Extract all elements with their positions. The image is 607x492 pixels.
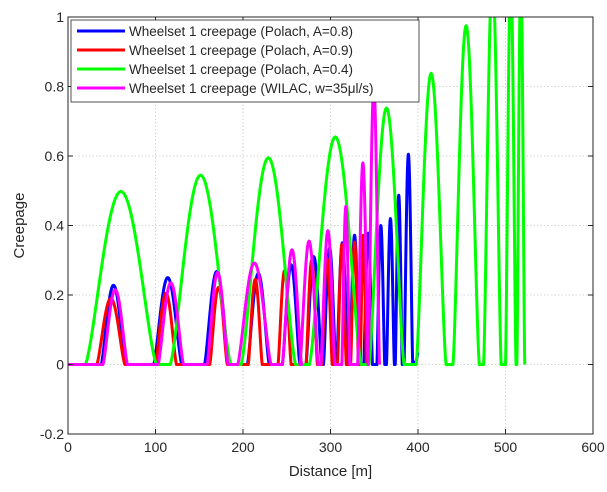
x-tick-label: 600 bbox=[581, 439, 605, 455]
y-tick-label: 0.4 bbox=[45, 218, 65, 234]
y-tick-label: 1 bbox=[56, 9, 64, 25]
y-tick-label: 0.2 bbox=[45, 287, 65, 303]
x-tick-label: 200 bbox=[231, 439, 255, 455]
x-tick-label: 500 bbox=[494, 439, 518, 455]
x-tick-label: 0 bbox=[64, 439, 72, 455]
series-line-4 bbox=[68, 85, 381, 366]
series-group bbox=[68, 17, 527, 366]
legend-label-1: Wheelset 1 creepage (Polach, A=0.8) bbox=[129, 24, 353, 39]
legend-label-2: Wheelset 1 creepage (Polach, A=0.9) bbox=[129, 43, 353, 58]
legend-box bbox=[70, 19, 420, 103]
legend: Wheelset 1 creepage (Polach, A=0.8) Wheel… bbox=[70, 19, 420, 103]
x-tick-label: 400 bbox=[406, 439, 430, 455]
y-tick-label: -0.2 bbox=[40, 426, 64, 442]
x-tick-label: 100 bbox=[144, 439, 168, 455]
y-tick-label: 0.8 bbox=[45, 79, 65, 95]
y-tick-label: 0 bbox=[56, 357, 64, 373]
y-tick-label: 0.6 bbox=[45, 148, 65, 164]
x-tick-label: 300 bbox=[319, 439, 343, 455]
legend-label-3: Wheelset 1 creepage (Polach, A=0.4) bbox=[129, 62, 353, 77]
x-axis-label: Distance [m] bbox=[289, 463, 372, 480]
y-axis-label: Creepage bbox=[11, 193, 28, 259]
series-line-3 bbox=[68, 17, 527, 366]
legend-label-4: Wheelset 1 creepage (WILAC, w=35μl/s) bbox=[129, 81, 374, 96]
